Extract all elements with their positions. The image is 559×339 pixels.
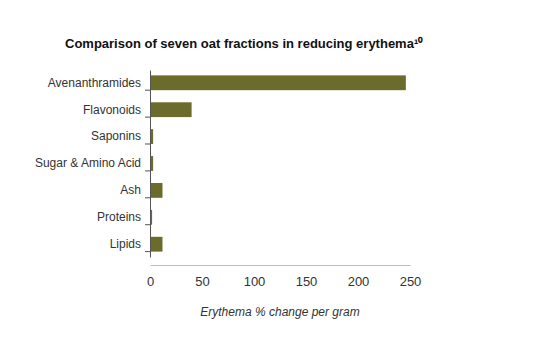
y-tick: Ash: [120, 183, 150, 198]
bar: [150, 237, 162, 252]
y-tick: Lipids: [110, 237, 150, 252]
x-tick-label: 250: [400, 274, 422, 289]
x-tick-label: 0: [147, 274, 154, 289]
x-tick-label: 50: [195, 274, 209, 289]
y-tick-label: Sugar & Amino Acid: [35, 156, 141, 170]
x-tick: 200: [348, 265, 370, 289]
y-tick-mark: [145, 224, 150, 225]
y-tick-mark: [145, 251, 150, 252]
x-axis-title: Erythema % change per gram: [200, 305, 359, 319]
bar: [150, 183, 162, 198]
y-tick-mark: [145, 170, 150, 171]
y-tick-label: Flavonoids: [83, 103, 141, 117]
y-axis: Avenanthramides Flavonoids Saponins Sugar &…: [35, 71, 151, 258]
x-tick-label: 150: [296, 274, 318, 289]
x-tick: 150: [296, 265, 318, 289]
bar: [150, 102, 192, 117]
y-tick: Saponins: [91, 129, 150, 144]
title: Comparison of seven oat fractions in red…: [65, 36, 423, 51]
y-tick-mark: [145, 143, 150, 144]
x-tick: 250: [400, 265, 422, 289]
y-tick-mark: [145, 90, 150, 91]
x-tick: 100: [244, 265, 266, 289]
y-tick-label: Lipids: [110, 237, 141, 251]
plot: 0 50 100 150 200 250 Avenanthramides Flavonoids…: [35, 71, 421, 290]
y-tick-label: Saponins: [91, 129, 141, 143]
y-tick: Proteins: [97, 210, 150, 225]
bars: [150, 75, 406, 251]
y-tick-mark: [145, 117, 150, 118]
x-tick-label: 100: [244, 274, 266, 289]
chart: 0 50 100 150 200 250 Avenanthramides Flavonoids…: [0, 0, 559, 339]
x-tick-label: 200: [348, 274, 370, 289]
y-tick-label: Ash: [120, 183, 141, 197]
y-tick: Flavonoids: [83, 103, 150, 118]
y-axis-line: [150, 71, 151, 258]
x-tick: 0: [147, 265, 154, 289]
bar: [150, 75, 406, 90]
x-axis: 0 50 100 150 200 250: [147, 265, 421, 289]
y-tick-mark: [145, 197, 150, 198]
y-tick-label: Avenanthramides: [48, 76, 141, 90]
y-tick: Avenanthramides: [48, 76, 150, 91]
y-tick-label: Proteins: [97, 210, 141, 224]
x-tick: 50: [195, 265, 209, 289]
y-tick: Sugar & Amino Acid: [35, 156, 150, 171]
x-axis-line: [151, 265, 411, 266]
